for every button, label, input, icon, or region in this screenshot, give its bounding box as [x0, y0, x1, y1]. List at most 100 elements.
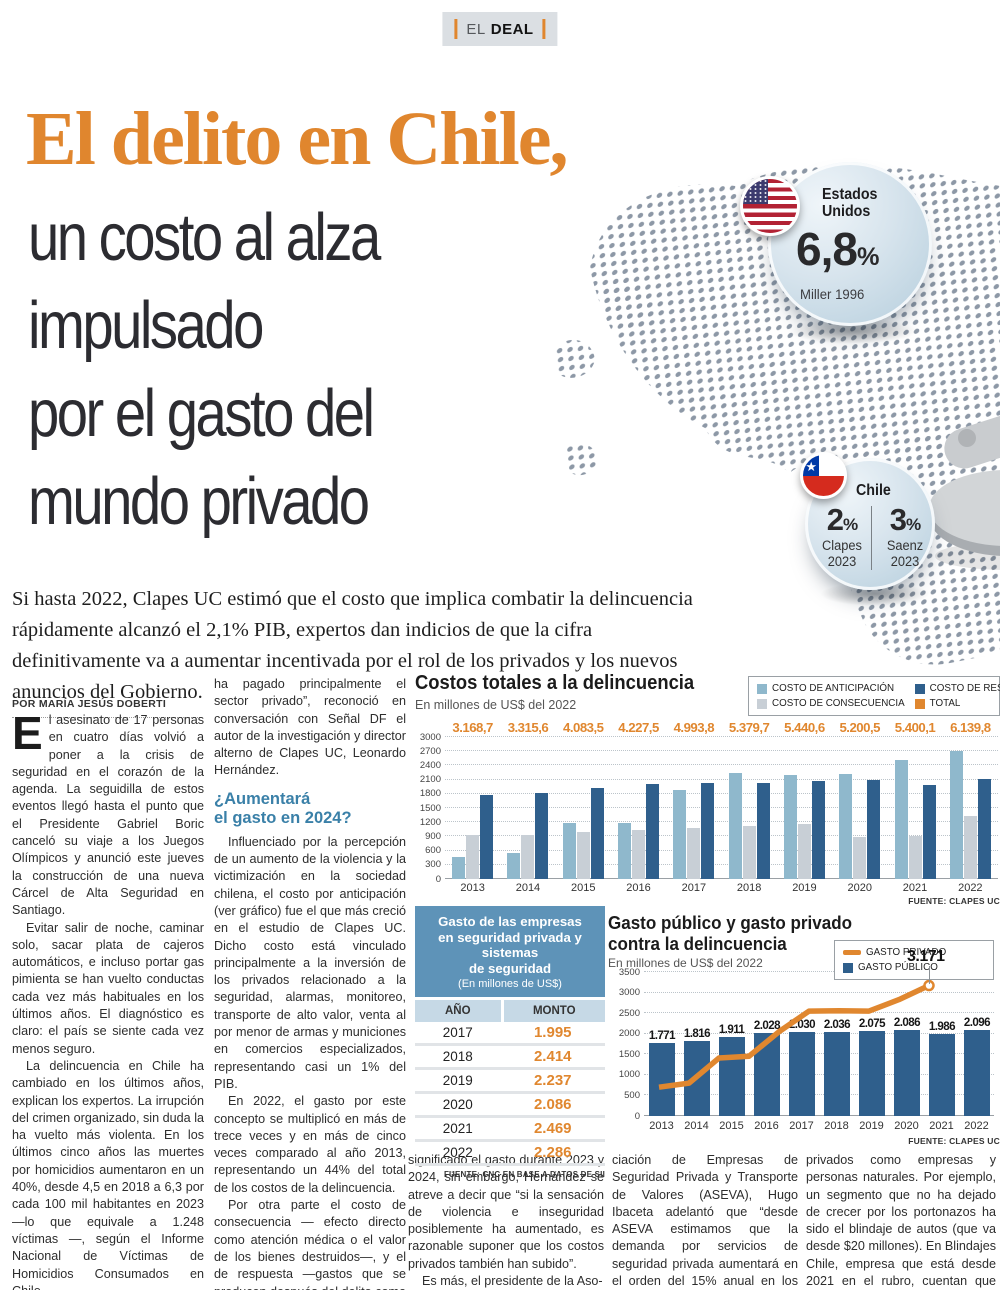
bar-group [666, 737, 721, 879]
legend-label: COSTO DE ANTICIPACIÓN [772, 683, 895, 694]
bar [783, 775, 797, 879]
bar-group [887, 737, 942, 879]
chart-costos-totales: Costos totales a la delincuencia En mill… [415, 672, 1000, 907]
x-axis-label: 2021 [902, 882, 928, 894]
x-axis-label: 2018 [824, 1120, 849, 1132]
article-column-4: ciación de Empresas de Seguridad Privada… [612, 1152, 798, 1292]
bar-slot: 1.986 [924, 972, 959, 1116]
gridline: 3000 [420, 732, 998, 743]
y-axis-label: 1500 [618, 1048, 640, 1060]
bar [908, 836, 922, 879]
bar [590, 788, 604, 879]
x-axis-label: 2013 [460, 882, 485, 894]
bar [452, 857, 466, 879]
total-value: 5.400,1 [894, 720, 936, 735]
chile-estimate-clapes: 2% Clapes 2023 [822, 502, 862, 569]
article-subhead: ¿Aumentará el gasto en 2024? [214, 789, 352, 827]
table-row: 2019 2.237 [415, 1070, 605, 1094]
bar [576, 832, 590, 879]
table-cell-year: 2021 [442, 1121, 473, 1136]
bar [701, 782, 715, 879]
bar [893, 1030, 920, 1116]
article-paragraph: ciación de Empresas de Seguridad Privada… [612, 1153, 798, 1292]
gridline: 0 [436, 874, 998, 885]
legend-item: COSTO DE CONSECUENCIA [757, 698, 905, 709]
drop-cap: E [12, 712, 43, 759]
bar-group [777, 737, 832, 879]
y-axis-label: 0 [634, 1110, 640, 1122]
headline-black: un costo al alza impulsado por el gasto … [28, 194, 381, 546]
bar-group [832, 737, 887, 879]
gridline: 300 [425, 859, 998, 870]
gridline: 1500 [619, 1049, 994, 1060]
article-paragraph: Es más, el presidente de la Aso- [422, 1274, 603, 1289]
x-axis-label: 2014 [515, 882, 541, 894]
chart2-legend: GASTO PRIVADO GASTO PÚBLICO [834, 940, 994, 980]
legend-label: GASTO PRIVADO [866, 947, 947, 958]
gridline: 900 [425, 831, 998, 842]
x-axis-label: 2018 [736, 882, 762, 894]
legend-item: GASTO PRIVADO [843, 947, 985, 958]
table-source: FUENTE: CNC EN BASE A DATOS DE SII [443, 1170, 605, 1179]
table-cell-year: 2018 [442, 1049, 473, 1064]
standfirst: Si hasta 2022, Clapes UC estimó que el c… [12, 588, 693, 703]
us-badge-source: Miller 1996 [800, 286, 865, 302]
article-column-2: ha pagado principalmente el sector priva… [214, 676, 406, 1290]
bar-slot: 1.816 [679, 972, 714, 1116]
legend-label: COSTO DE RESPUESTA [929, 683, 1000, 694]
chile-estimate-saenz: 3% Saenz 2023 [886, 502, 924, 569]
island-dots-2 [605, 280, 651, 332]
legend-swatch [843, 962, 853, 973]
article-paragraph: ha pagado principalmente el sector priva… [214, 677, 406, 778]
bar [963, 1029, 990, 1116]
total-value: 4.227,5 [618, 720, 659, 735]
y-axis-label: 3000 [618, 987, 640, 999]
bar [521, 834, 535, 879]
bar-value-label: 1.911 [718, 1022, 745, 1037]
chart-gasto-publico-privado: Gasto público y gasto privado contra la … [608, 912, 1000, 1162]
us-badge-value: 6,8% [796, 223, 879, 275]
bar-value-label: 1.816 [683, 1026, 710, 1041]
bar [562, 823, 576, 879]
y-axis-label: 1000 [618, 1069, 640, 1081]
bar-value-label: 2.075 [858, 1015, 885, 1030]
legend-swatch [914, 698, 925, 709]
bar-value-label: 2.096 [963, 1014, 990, 1029]
x-axis-label: 2021 [929, 1120, 954, 1132]
table-subtitle: (En millones de US$) [458, 978, 562, 990]
bar [788, 1032, 815, 1116]
table-cell-amount: 2.414 [533, 1048, 572, 1065]
bar [632, 830, 646, 879]
headline-orange: El delito en Chile, [26, 97, 568, 181]
bar [718, 1037, 745, 1116]
section-badge: EL DEAL [442, 12, 558, 46]
us-flag-icon [740, 176, 800, 236]
chart1-title: Costos totales a la delincuencia [415, 672, 695, 694]
y-axis-label: 0 [435, 873, 441, 885]
x-axis-label: 2015 [571, 882, 596, 894]
bar-slot: 1.771 [644, 972, 679, 1116]
legend-line-swatch [843, 950, 861, 955]
legend-item: COSTO DE RESPUESTA [914, 683, 1000, 694]
legend-swatch [757, 683, 767, 694]
article-paragraph: En 2022, el gasto por este concepto se m… [214, 1094, 406, 1195]
gridline: 2000 [619, 1028, 994, 1039]
table-cell-amount: 2.237 [533, 1072, 572, 1089]
x-axis-label: 2016 [626, 882, 651, 894]
article-paragraph: privados como empresas y personas natura… [806, 1153, 996, 1292]
headline-line: mundo privado [28, 464, 370, 539]
x-axis-label: 2014 [684, 1120, 709, 1132]
us-badge-country: Estados Unidos [822, 186, 878, 220]
chart2-annotation: 3.171 [907, 948, 945, 965]
y-axis-label: 2400 [419, 759, 441, 771]
chile-badge-country: Chile [856, 482, 891, 499]
gridline: 1000 [619, 1069, 994, 1080]
y-axis-label: 900 [425, 830, 441, 842]
legend-swatch [757, 698, 767, 709]
chile-badge-divider [871, 506, 872, 570]
article-paragraph: Evitar salir de noche, caminar solo, sac… [12, 920, 204, 1056]
x-axis-label: 2016 [754, 1120, 779, 1132]
bar [922, 784, 936, 879]
bar [742, 825, 756, 879]
